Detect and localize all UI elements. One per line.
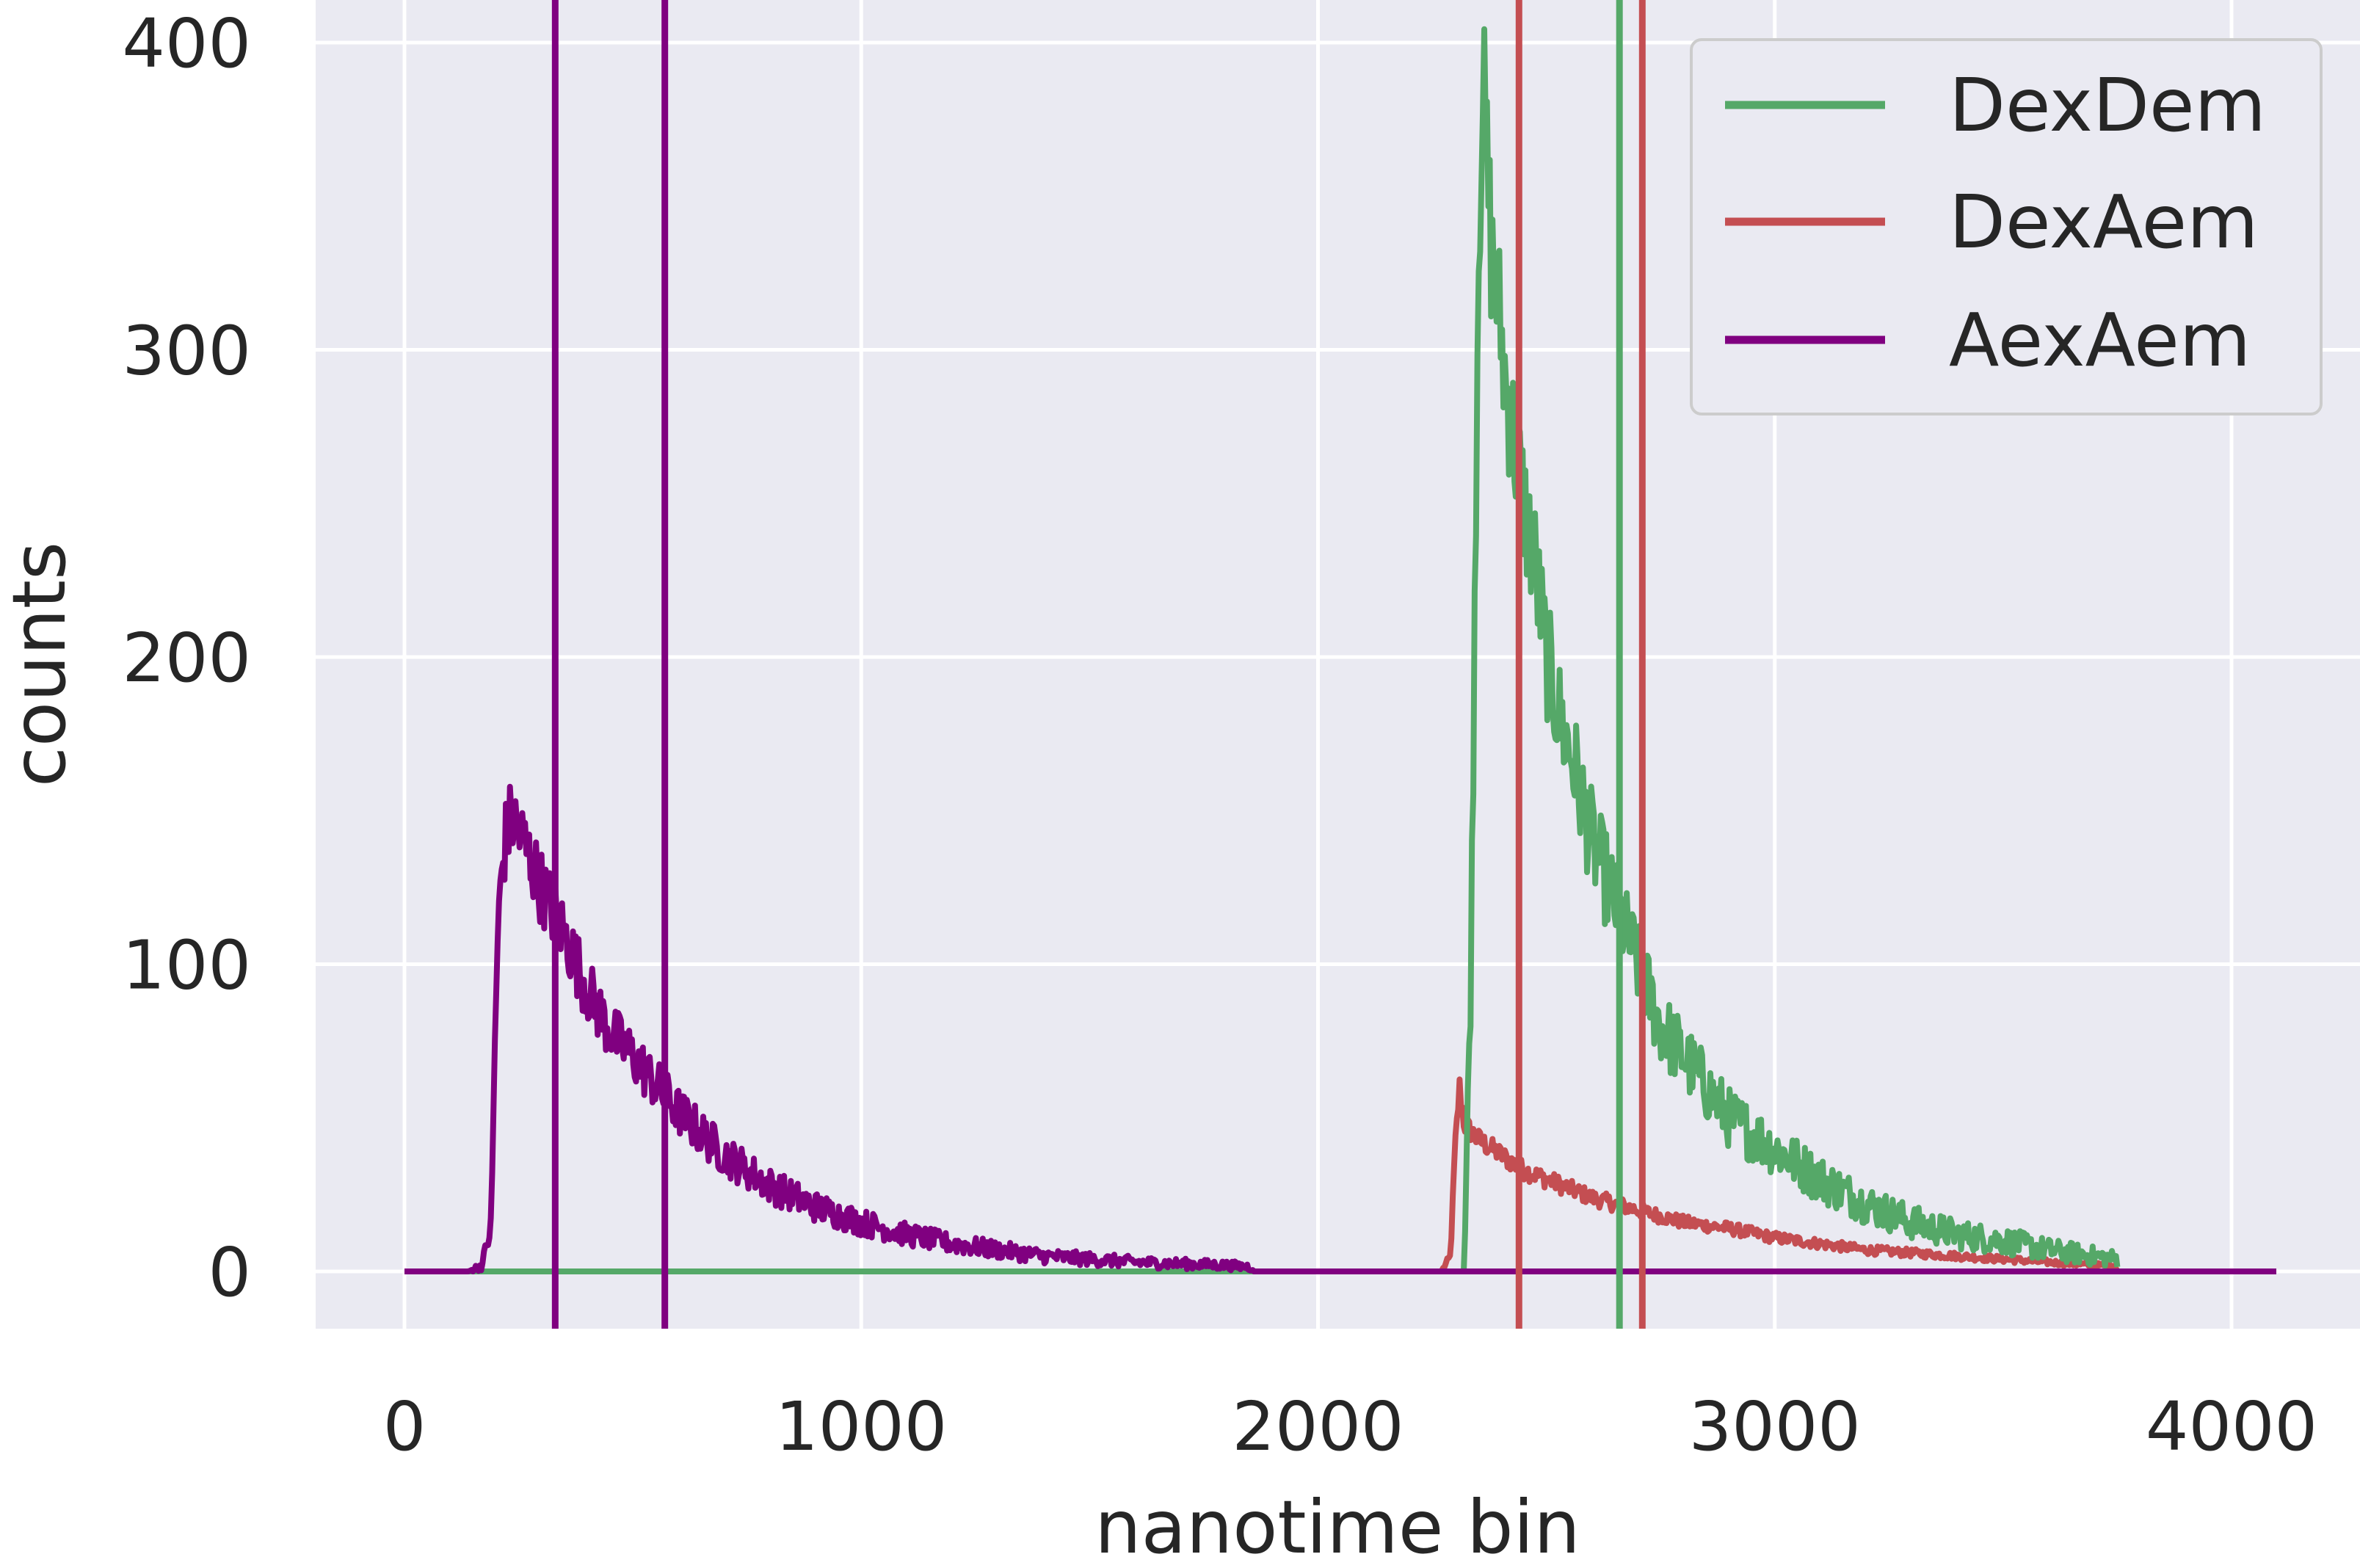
y-tick-label: 400: [122, 4, 251, 83]
y-tick-label: 0: [208, 1233, 251, 1312]
x-tick-label: 1000: [775, 1387, 947, 1466]
plot-area: [402, 26, 2279, 1274]
legend-label-dexaem: DexAem: [1949, 179, 2259, 265]
x-tick-labels: 0 1000 2000 3000 4000: [383, 1387, 2317, 1466]
legend: DexDem DexAem AexAem: [1690, 38, 2323, 415]
legend-box: [1690, 38, 2323, 415]
x-tick-label: 0: [383, 1387, 426, 1466]
y-tick-label: 300: [122, 312, 251, 391]
y-tick-label: 100: [122, 926, 251, 1005]
x-tick-label: 2000: [1232, 1387, 1404, 1466]
legend-label-aexaem: AexAem: [1949, 297, 2251, 383]
vertical-markers: [551, 0, 1646, 1329]
x-tick-label: 3000: [1689, 1387, 1861, 1466]
legend-label-dexdem: DexDem: [1949, 62, 2266, 148]
y-tick-labels: 0 100 200 300 400: [122, 4, 251, 1312]
x-tick-label: 4000: [2146, 1387, 2317, 1466]
x-axis-label: nanotime bin: [1094, 1484, 1580, 1568]
y-axis-label: counts: [0, 542, 82, 787]
y-tick-label: 200: [122, 619, 251, 697]
series-line-aexaem: [402, 783, 2279, 1274]
